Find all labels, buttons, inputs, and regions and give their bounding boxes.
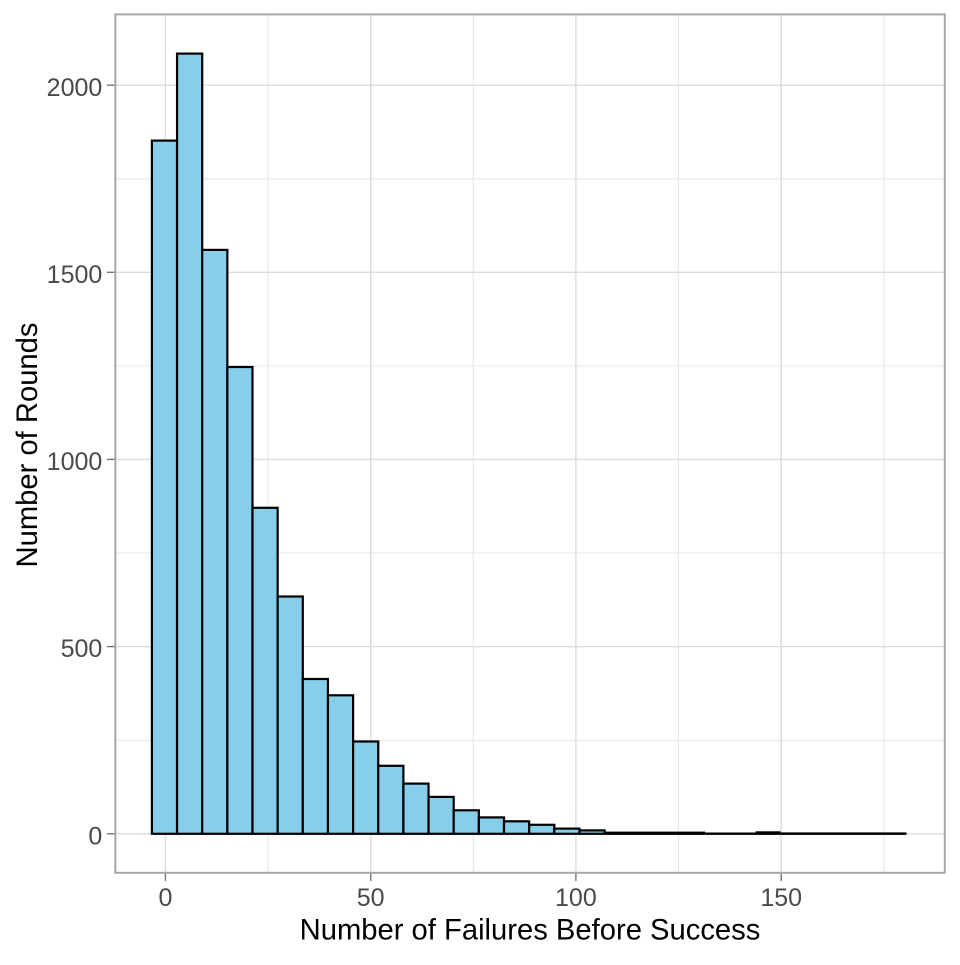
svg-text:Number of Failures Before Succ: Number of Failures Before Success bbox=[300, 915, 761, 947]
svg-text:Number of Rounds: Number of Rounds bbox=[12, 323, 44, 568]
svg-text:1500: 1500 bbox=[47, 261, 103, 289]
svg-text:2000: 2000 bbox=[47, 74, 103, 102]
svg-text:1000: 1000 bbox=[47, 448, 103, 476]
svg-text:0: 0 bbox=[88, 822, 102, 850]
svg-text:500: 500 bbox=[61, 635, 103, 663]
svg-text:100: 100 bbox=[555, 884, 597, 912]
svg-text:0: 0 bbox=[158, 884, 172, 912]
svg-text:150: 150 bbox=[760, 884, 802, 912]
svg-text:50: 50 bbox=[357, 884, 385, 912]
